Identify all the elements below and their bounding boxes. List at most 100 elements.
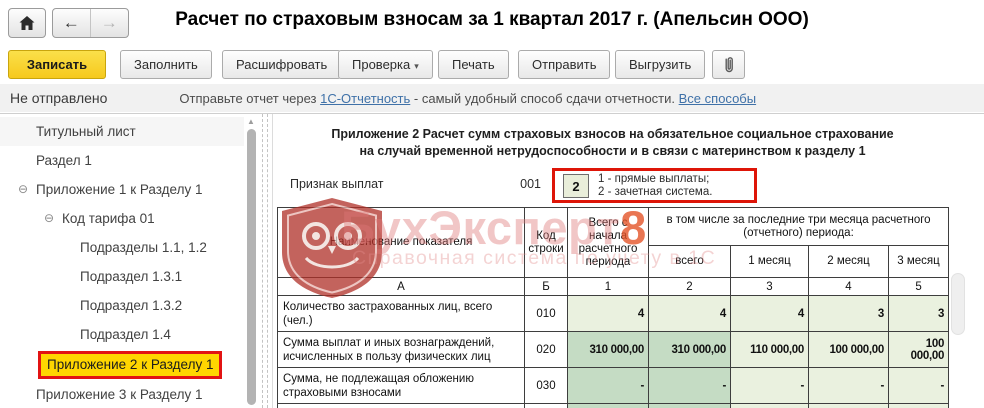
sidebar-item-appendix-2-selected[interactable]: Приложение 2 к Разделу 1	[0, 349, 244, 380]
history-nav: ← →	[52, 8, 129, 38]
letter-cell: 2	[648, 277, 731, 296]
home-icon	[19, 16, 35, 30]
status-message-prefix: Отправьте отчет через	[179, 90, 317, 106]
content-divider	[0, 113, 984, 114]
letter-cell: А	[277, 277, 525, 296]
sidebar-item-section-1[interactable]: Раздел 1	[0, 146, 244, 175]
sidebar-item-label: Подразделы 1.1, 1.2	[80, 240, 207, 255]
payment-flag-code: 001	[520, 177, 541, 191]
all-methods-link[interactable]: Все способы	[678, 90, 757, 106]
chevron-down-icon: ▾	[414, 61, 419, 71]
col-header-name: Наименование показателя	[277, 207, 525, 278]
sections-tree: Титульный лист Раздел 1 ⊖ Приложение 1 к …	[0, 117, 244, 408]
payment-flag-annotation-box: 2 1 - прямые выплаты; 2 - зачетная систе…	[552, 168, 757, 203]
letter-cell: 1	[567, 277, 649, 296]
scroll-up-icon[interactable]: ▲	[247, 117, 255, 126]
home-button[interactable]	[8, 8, 46, 38]
collapse-icon[interactable]: ⊖	[44, 211, 55, 225]
cell-total[interactable]: 4	[567, 295, 649, 332]
forward-icon: →	[100, 13, 118, 32]
status-bar: Не отправлено Отправьте отчет через 1С-О…	[0, 84, 984, 112]
cell-month-2[interactable]: 3	[808, 295, 889, 332]
send-button[interactable]: Отправить	[518, 50, 611, 79]
sidebar-scrollbar[interactable]	[247, 129, 256, 405]
table-row-020: Сумма выплат и иных вознаграждений, исчи…	[277, 331, 950, 368]
sidebar-item-subsection-132[interactable]: Подраздел 1.3.2	[0, 291, 244, 320]
letter-cell: 5	[887, 277, 950, 296]
main-scrollbar[interactable]	[951, 273, 965, 335]
letter-cell: 3	[730, 277, 809, 296]
sidebar-item-label: Раздел 1	[36, 153, 92, 168]
decrypt-button[interactable]: Расшифровать	[222, 50, 342, 79]
cell-month-3[interactable]: 3	[887, 295, 950, 332]
sidebar-item-label: Приложение 1 к Разделу 1	[36, 182, 203, 197]
cell-month-1[interactable]: 4	[730, 295, 809, 332]
cell-sub-total[interactable]: 310 000,00	[648, 331, 731, 368]
payment-flag-label: Признак выплат	[290, 177, 384, 191]
sidebar-item-label: Подраздел 1.4	[80, 327, 171, 342]
cell-month-3[interactable]: 100 000,00	[887, 331, 950, 368]
sidebar-item-label: Титульный лист	[36, 124, 136, 139]
payment-flag-hint-2: 2 - зачетная система.	[598, 185, 713, 198]
payment-flag-hint-1: 1 - прямые выплаты;	[598, 172, 710, 185]
panel-splitter[interactable]	[262, 114, 263, 408]
check-button[interactable]: Проверка ▾	[338, 50, 433, 79]
status-message-middle: - самый удобный способ сдачи отчетности.	[413, 90, 676, 106]
letter-cell: 4	[808, 277, 889, 296]
col-header-group: в том числе за последние три месяца расч…	[647, 207, 950, 246]
sidebar-item-appendix-1[interactable]: ⊖ Приложение 1 к Разделу 1	[0, 175, 244, 204]
col-header-month-1: 1 месяц	[730, 245, 809, 278]
cell-total[interactable]: -	[567, 367, 649, 404]
sidebar-item-label: Подраздел 1.3.2	[80, 298, 183, 313]
letter-cell: Б	[524, 277, 568, 296]
report-table: Наименование показателя Код строки Всего…	[277, 207, 950, 408]
col-header-sub-total: всего	[648, 245, 731, 278]
cell-month-1[interactable]: -	[730, 367, 809, 404]
sidebar-item-tariff-code[interactable]: ⊖ Код тарифа 01	[0, 204, 244, 233]
save-button[interactable]: Записать	[8, 50, 106, 79]
cell-sub-total[interactable]: 4	[648, 295, 731, 332]
cell-sub-total[interactable]: -	[648, 367, 731, 404]
paperclip-icon	[725, 57, 733, 73]
sidebar-item-label: Приложение 3 к Разделу 1	[36, 387, 203, 402]
cell-month-1[interactable]: 110 000,00	[730, 331, 809, 368]
cell-total[interactable]: 310 000,00	[567, 331, 649, 368]
sidebar-item-title-page[interactable]: Титульный лист	[0, 117, 244, 146]
row-name: Сумма, не подлежащая обложению страховым…	[277, 367, 525, 404]
letter-row: А Б 1 2 3 4 5	[277, 277, 950, 296]
fill-button[interactable]: Заполнить	[120, 50, 212, 79]
main-panel-border	[272, 114, 273, 408]
attachments-button[interactable]	[712, 50, 745, 79]
collapse-icon[interactable]: ⊖	[18, 182, 29, 196]
row-code: 020	[524, 331, 568, 368]
sidebar-item-label: Подраздел 1.3.1	[80, 269, 183, 284]
cell-month-2[interactable]: -	[808, 367, 889, 404]
back-button[interactable]: ←	[53, 9, 91, 37]
panel-splitter[interactable]	[267, 114, 268, 408]
col-header-month-2: 2 месяц	[808, 245, 889, 278]
sidebar-item-subsection-131[interactable]: Подраздел 1.3.1	[0, 262, 244, 291]
sidebar-item-label: Код тарифа 01	[62, 211, 155, 226]
export-button[interactable]: Выгрузить	[615, 50, 706, 79]
sidebar-item-label: Приложение 2 к Разделу 1	[38, 351, 223, 379]
sidebar-item-subsection-14[interactable]: Подраздел 1.4	[0, 320, 244, 349]
col-header-total: Всего с начала расчетного периода	[567, 207, 649, 278]
page-title: Расчет по страховым взносам за 1 квартал…	[175, 9, 809, 30]
payment-flag-input[interactable]: 2	[563, 173, 589, 198]
cell-month-2[interactable]: 100 000,00	[808, 331, 889, 368]
status-message: Отправьте отчет через 1С-Отчетность - са…	[179, 91, 756, 106]
form-title-line2: на случай временной нетрудоспособности и…	[359, 144, 866, 158]
cell-month-3[interactable]: -	[887, 367, 950, 404]
forward-button[interactable]: →	[91, 9, 129, 37]
form-title-line1: Приложение 2 Расчет сумм страховых взнос…	[331, 127, 894, 141]
print-button[interactable]: Печать	[438, 50, 509, 79]
table-row-partial	[277, 403, 950, 408]
sidebar-item-subsections-11-12[interactable]: Подразделы 1.1, 1.2	[0, 233, 244, 262]
reporting-service-link[interactable]: 1С-Отчетность	[320, 90, 411, 106]
col-header-month-3: 3 месяц	[887, 245, 950, 278]
row-code: 010	[524, 295, 568, 332]
sidebar-item-appendix-3[interactable]: Приложение 3 к Разделу 1	[0, 380, 244, 408]
row-code: 030	[524, 367, 568, 404]
row-name: Сумма выплат и иных вознаграждений, исчи…	[277, 331, 525, 368]
check-button-label: Проверка	[352, 57, 411, 72]
